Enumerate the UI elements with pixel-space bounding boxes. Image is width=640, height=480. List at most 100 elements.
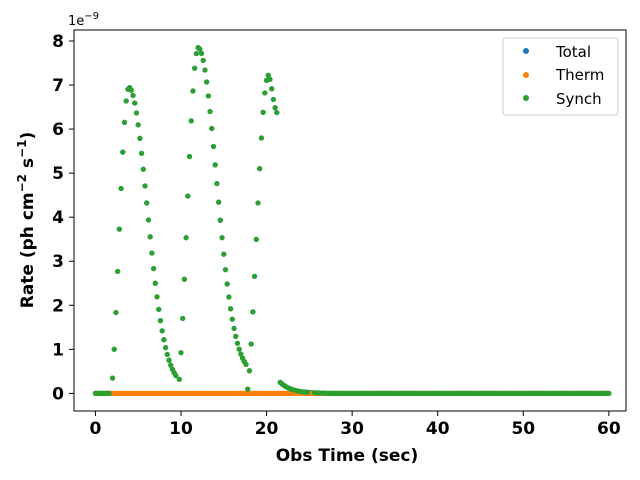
x-tick-label: 10 <box>169 419 193 439</box>
synch-point <box>137 135 143 141</box>
legend-box <box>502 37 619 116</box>
axis-ticks-layer: 0 10 20 30 40 50 60 0 1 2 3 4 5 6 7 8 <box>52 32 621 439</box>
synch-point <box>257 166 263 172</box>
synch-point <box>113 309 119 316</box>
synch-point <box>212 162 218 168</box>
synch-point <box>248 341 254 347</box>
synch-point <box>118 185 124 192</box>
synch-point <box>132 100 138 106</box>
synch-point <box>145 217 152 223</box>
synch-point <box>111 346 117 352</box>
synch-point <box>305 389 311 395</box>
y-tick-label: 5 <box>52 164 64 184</box>
synch-point <box>168 362 174 368</box>
y-axis-title: Rate (ph cm−2 s−1) <box>15 132 38 309</box>
synch-point <box>250 309 256 315</box>
x-tick-label: 0 <box>89 419 101 439</box>
synch-point <box>234 340 241 346</box>
synch-point <box>233 333 239 340</box>
synch-point <box>221 251 227 257</box>
x-tick-label: 60 <box>597 419 621 439</box>
y-tick-label: 1 <box>52 340 64 360</box>
synch-point <box>270 96 276 103</box>
synch-point <box>186 153 193 160</box>
y-tick-label: 8 <box>52 32 64 52</box>
x-axis-title: Obs Time (sec) <box>276 446 419 466</box>
x-tick-label: 40 <box>426 419 450 439</box>
synch-point <box>255 200 261 206</box>
synch-point <box>253 236 259 243</box>
synch-point <box>205 93 211 99</box>
synch-point <box>185 193 191 199</box>
synch-point <box>159 328 165 334</box>
synch-point <box>147 234 153 240</box>
synch-point <box>150 265 157 272</box>
synch-point <box>178 350 184 356</box>
synch-point <box>231 325 237 332</box>
synch-point <box>130 92 136 99</box>
synch-point <box>204 79 210 85</box>
synch-point <box>245 386 251 392</box>
synch-point <box>121 119 128 125</box>
synch-point <box>258 135 265 141</box>
y-tick-label: 4 <box>52 208 64 228</box>
synch-point <box>209 125 215 132</box>
synch-point <box>162 345 169 351</box>
synch-point <box>173 372 179 379</box>
synch-point <box>238 351 244 357</box>
synch-point <box>246 368 253 374</box>
y-tick-label: 2 <box>52 296 64 316</box>
synch-point <box>222 267 229 273</box>
synch-point <box>128 87 134 93</box>
synch-point <box>192 65 198 71</box>
synch-point <box>115 268 121 275</box>
synch-point <box>190 88 196 94</box>
x-tick-label: 50 <box>511 419 535 439</box>
plot-frame <box>73 29 627 412</box>
synch-point <box>260 109 266 116</box>
synch-point <box>224 281 230 287</box>
synch-point <box>120 149 126 155</box>
legend-label-therm: Therm <box>555 66 604 84</box>
synch-point <box>228 306 234 312</box>
synch-point <box>142 183 148 189</box>
synch-point <box>217 217 223 223</box>
synch-point <box>197 46 203 52</box>
synch-point <box>216 199 222 205</box>
synch-point <box>202 67 208 73</box>
y-tick-label: 3 <box>52 252 64 272</box>
synch-point <box>274 109 280 116</box>
synch-point <box>269 86 275 92</box>
synch-point <box>198 50 205 56</box>
synch-point <box>226 294 232 300</box>
synch-point <box>154 294 160 300</box>
y-tick-label: 7 <box>52 76 64 96</box>
synch-point <box>236 346 242 352</box>
synch-point <box>606 390 612 396</box>
synch-point <box>109 375 116 381</box>
synch-point <box>181 276 187 282</box>
synch-point <box>106 390 112 396</box>
synch-point <box>180 315 186 322</box>
plot-points-layer <box>92 45 612 396</box>
synch-point <box>144 200 150 206</box>
synch-point <box>207 108 213 115</box>
synch-point <box>157 318 164 324</box>
synch-point <box>272 105 278 111</box>
synch-point <box>176 376 182 382</box>
synch-point <box>133 110 140 116</box>
synch-point <box>188 118 194 124</box>
synch-point <box>161 337 167 343</box>
y-tick-label: 6 <box>52 120 64 140</box>
y-tick-label: 0 <box>52 384 64 404</box>
synch-point <box>243 361 249 368</box>
synch-point <box>152 280 158 286</box>
synch-point <box>262 90 268 96</box>
synch-point <box>135 122 141 128</box>
synch-point <box>166 357 172 363</box>
synch-point <box>123 98 129 104</box>
synch-point <box>116 226 122 232</box>
synch-point <box>267 76 273 82</box>
legend-label-total: Total <box>555 43 591 61</box>
